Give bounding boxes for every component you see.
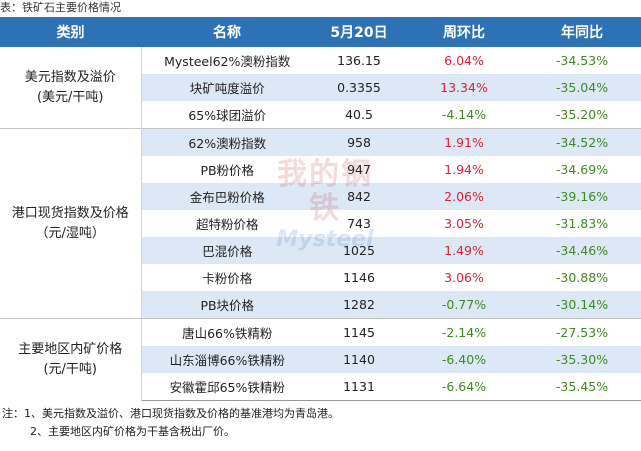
header-category: 类别 [0, 17, 141, 47]
cell-yoy: -35.30% [523, 346, 641, 373]
category-domestic-ore: 主要地区内矿价格 (元/干吨) [0, 318, 142, 401]
cell-name: 唐山66%铁精粉 [141, 318, 313, 346]
table-row: 港口现货指数及价格 （元/湿吨） 62%澳粉指数 958 1.91% -34.5… [0, 128, 641, 319]
cell-wow: 3.05% [444, 216, 484, 231]
table-row: 美元指数及溢价 (美元/干吨) Mysteel62%澳粉指数 136.15 6.… [0, 46, 641, 129]
category-title: 港口现货指数及价格 [11, 205, 129, 221]
cell-wow: -0.77% [405, 291, 523, 319]
price-table: 类别 名称 5月20日 周环比 年同比 美元指数及溢价 (美元/干吨) Myst… [0, 17, 641, 401]
cell-price: 1146 [343, 270, 375, 285]
table-row: 山东淄博66%铁精粉 1140 -6.40% -35.30% [0, 346, 641, 373]
table-row: PB粉价格 947 1.94% -34.69% [0, 156, 641, 183]
category-unit: (美元/干吨) [36, 89, 104, 105]
cell-yoy: -34.52% [523, 128, 641, 156]
category-usd-index: 美元指数及溢价 (美元/干吨) [0, 46, 142, 129]
cell-wow: -6.64% [405, 373, 523, 401]
cell-yoy: -31.83% [555, 216, 609, 231]
category-title: 主要地区内矿价格 [18, 341, 123, 357]
cell-price: 136.15 [313, 46, 405, 74]
cell-name: Mysteel62%澳粉指数 [141, 46, 313, 74]
cell-name: PB块价格 [141, 291, 313, 319]
category-title: 美元指数及溢价 [24, 69, 116, 85]
table-row: 65%球团溢价 40.5 -4.14% -35.20% [0, 101, 641, 129]
cell-price: 0.3355 [313, 74, 405, 101]
cell-wow: -2.14% [405, 318, 523, 346]
cell-yoy: -34.46% [523, 237, 641, 264]
cell-yoy: -39.16% [523, 183, 641, 210]
cell-name: 超特粉价格 [195, 217, 259, 232]
cell-name: 卡粉价格 [202, 271, 253, 286]
cell-price: 1282 [313, 291, 405, 319]
cell-yoy: -34.53% [523, 46, 641, 74]
cell-wow: 13.34% [405, 74, 523, 101]
cell-yoy: -27.53% [523, 318, 641, 346]
cell-name: 山东淄博66%铁精粉 [141, 346, 313, 373]
cell-wow: 1.91% [405, 128, 523, 156]
header-date: 5月20日 [313, 17, 405, 47]
cell-name: 巴混价格 [141, 237, 313, 264]
table-row: PB块价格 1282 -0.77% -30.14% [0, 291, 641, 319]
cell-wow: -4.14% [441, 107, 487, 122]
header-row: 类别 名称 5月20日 周环比 年同比 [0, 17, 641, 47]
header-name: 名称 [141, 17, 313, 47]
table-row: 超特粉价格 743 3.05% -31.83% [0, 210, 641, 237]
table-row: 块矿吨度溢价 0.3355 13.34% -35.04% [0, 74, 641, 101]
cell-price: 1131 [313, 373, 405, 401]
table-row: 主要地区内矿价格 (元/干吨) 唐山66%铁精粉 1145 -2.14% -27… [0, 318, 641, 401]
header-wow: 周环比 [405, 17, 523, 47]
cell-wow: 6.04% [405, 46, 523, 74]
category-unit: (元/干吨) [43, 361, 98, 377]
cell-price: 1145 [313, 318, 405, 346]
category-unit: （元/湿吨） [35, 225, 105, 241]
cell-price: 743 [347, 216, 371, 231]
cell-wow: 1.94% [444, 162, 484, 177]
cell-yoy: -30.88% [555, 270, 609, 285]
cell-price: 40.5 [345, 107, 373, 122]
footnote-2: 2、主要地区内矿价格为干基含税出厂价。 [30, 425, 235, 438]
cell-yoy: -34.69% [555, 162, 609, 177]
footnote-1: 注：1、美元指数及溢价、港口现货指数及价格的基准港均为青岛港。 [2, 407, 339, 420]
cell-wow: 2.06% [405, 183, 523, 210]
cell-name: 安徽霍邱65%铁精粉 [141, 373, 313, 401]
table-row: 安徽霍邱65%铁精粉 1131 -6.64% -35.45% [0, 373, 641, 401]
cell-price: 958 [313, 128, 405, 156]
category-port-spot: 港口现货指数及价格 （元/湿吨） [0, 128, 142, 319]
cell-yoy: -35.20% [555, 107, 609, 122]
footnotes: 注：1、美元指数及溢价、港口现货指数及价格的基准港均为青岛港。 2、主要地区内矿… [2, 405, 339, 441]
cell-yoy: -30.14% [523, 291, 641, 319]
cell-yoy: -35.45% [523, 373, 641, 401]
table-row: 金布巴粉价格 842 2.06% -39.16% [0, 183, 641, 210]
cell-name: 62%澳粉指数 [141, 128, 313, 156]
cell-yoy: -35.04% [523, 74, 641, 101]
table-row: 卡粉价格 1146 3.06% -30.88% [0, 264, 641, 291]
cell-wow: 3.06% [444, 270, 484, 285]
cell-price: 842 [313, 183, 405, 210]
cell-name: 65%球团溢价 [188, 108, 267, 123]
table-row: 巴混价格 1025 1.49% -34.46% [0, 237, 641, 264]
cell-price: 1140 [313, 346, 405, 373]
cell-price: 947 [347, 162, 371, 177]
cell-wow: 1.49% [405, 237, 523, 264]
cell-wow: -6.40% [405, 346, 523, 373]
table-caption: 表：铁矿石主要价格情况 [0, 1, 121, 14]
cell-name: 金布巴粉价格 [141, 183, 313, 210]
cell-name: PB粉价格 [200, 163, 255, 178]
cell-name: 块矿吨度溢价 [141, 74, 313, 101]
header-yoy: 年同比 [523, 17, 641, 47]
cell-price: 1025 [313, 237, 405, 264]
